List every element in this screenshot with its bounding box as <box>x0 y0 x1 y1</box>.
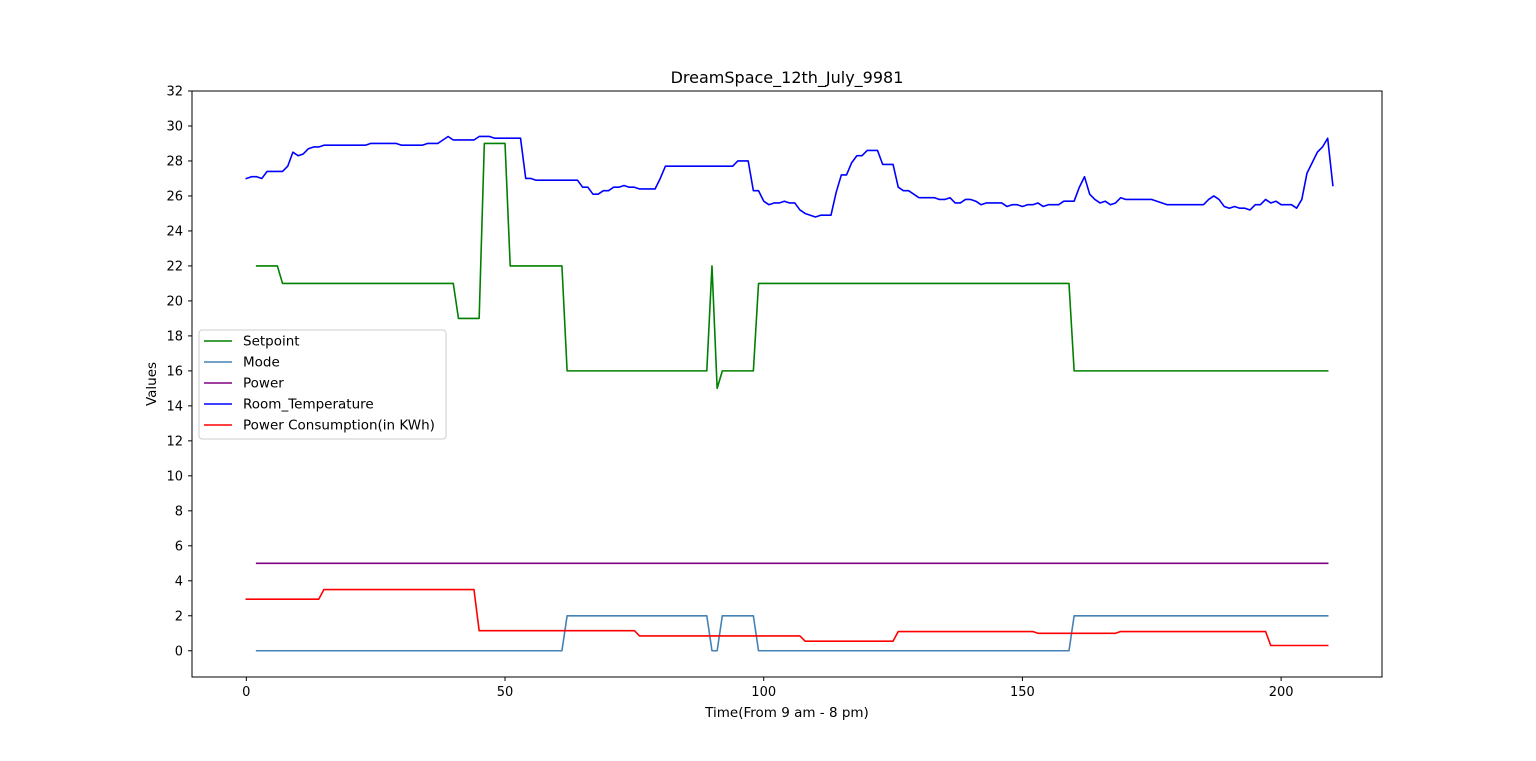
legend: Setpoint Mode Power Room_Temperature Power C… <box>198 329 447 440</box>
x-axis-ticks: 0 50 100 150 200 <box>242 677 1294 700</box>
plot-lines <box>245 135 1334 652</box>
legend-label-4: Power Consumption(in KWh) <box>243 418 435 434</box>
series-line-3 <box>245 135 1334 218</box>
x-axis-label: Time(From 9 am - 8 pm) <box>704 705 869 721</box>
x-tick-label-0: 0 <box>242 685 250 700</box>
y-tick-label-6: 12 <box>166 434 183 449</box>
series-line-1 <box>255 614 1329 652</box>
y-tick-label-1: 2 <box>175 609 183 624</box>
y-tick-label-13: 26 <box>166 189 183 204</box>
y-tick-label-15: 30 <box>166 119 183 134</box>
y-tick-label-0: 0 <box>175 644 183 659</box>
y-tick-label-11: 22 <box>166 259 183 274</box>
y-tick-label-4: 8 <box>175 504 183 519</box>
legend-label-3: Room_Temperature <box>243 397 374 413</box>
y-tick-label-2: 4 <box>175 574 183 589</box>
y-tick-label-12: 24 <box>166 224 183 239</box>
legend-label-0: Setpoint <box>243 334 300 350</box>
y-tick-label-7: 14 <box>166 399 183 414</box>
legend-label-1: Mode <box>243 355 280 371</box>
series-line-4 <box>245 588 1329 647</box>
series-line-0 <box>255 142 1329 390</box>
y-tick-label-16: 32 <box>166 85 183 100</box>
y-tick-label-3: 6 <box>175 539 183 554</box>
y-tick-label-14: 28 <box>166 154 183 169</box>
legend-box <box>198 329 447 440</box>
x-tick-label-3: 150 <box>1010 685 1035 700</box>
y-axis-label: Values <box>144 362 160 406</box>
y-tick-label-5: 10 <box>166 469 183 484</box>
x-tick-label-1: 50 <box>497 685 514 700</box>
plot-area-frame <box>191 90 1383 678</box>
y-tick-label-10: 20 <box>166 294 183 309</box>
x-tick-label-4: 200 <box>1269 685 1294 700</box>
y-tick-label-9: 18 <box>166 329 183 344</box>
y-tick-label-8: 16 <box>166 364 183 379</box>
x-tick-label-2: 100 <box>751 685 776 700</box>
chart-title: DreamSpace_12th_July_9981 <box>671 68 904 88</box>
legend-label-2: Power <box>243 376 284 392</box>
